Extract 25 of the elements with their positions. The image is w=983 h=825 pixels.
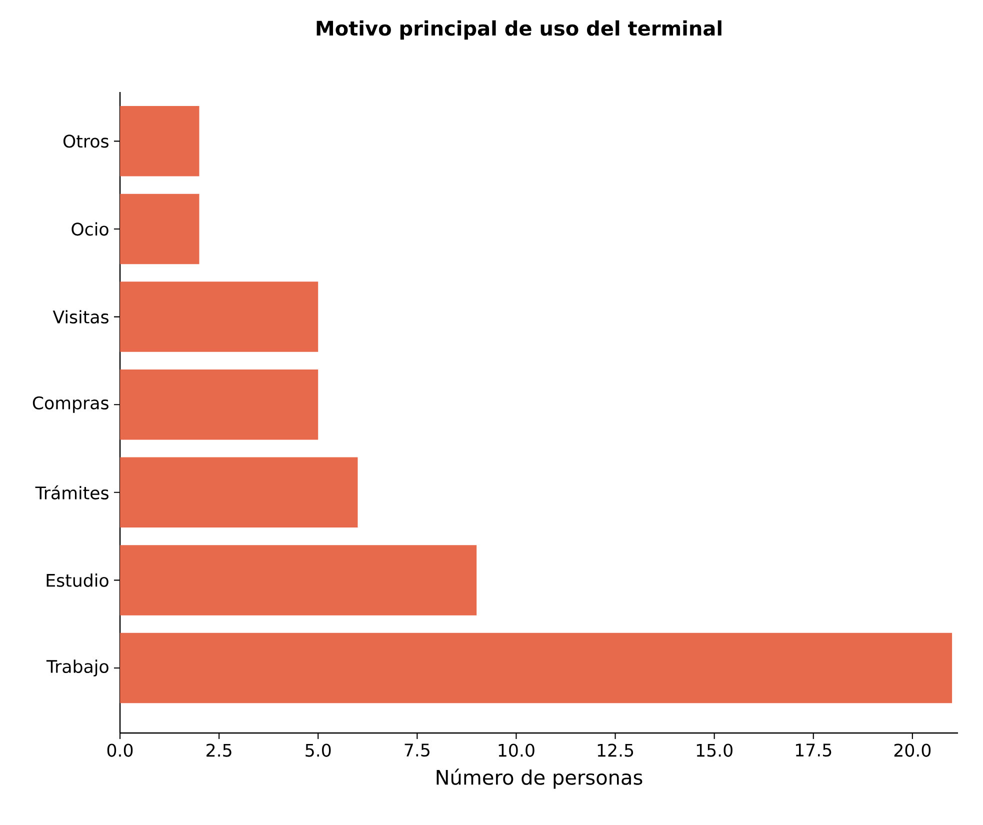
y-tick-label: Compras (32, 396, 108, 413)
x-tick-label: 12.5 (598, 744, 634, 757)
bar (120, 545, 477, 616)
bar (120, 106, 200, 176)
bar (120, 632, 952, 704)
x-tick-label: 2.5 (206, 744, 232, 757)
x-tick-label: 10.0 (498, 744, 534, 757)
y-tick-label: Trabajo (46, 660, 108, 676)
y-tick-label: Trámites (35, 485, 108, 500)
x-axis-title: Número de personas (436, 768, 642, 789)
x-tick-label: 17.5 (796, 744, 832, 757)
x-tick-label: 7.5 (404, 744, 430, 757)
y-tick-label: Otros (63, 134, 108, 148)
bar (120, 282, 318, 352)
x-tick-label: 5.0 (306, 744, 331, 757)
y-tick-label: Visitas (52, 310, 108, 324)
x-tick-label: 15.0 (696, 744, 732, 757)
y-tick-label: Ocio (72, 222, 108, 236)
chart-title: Motivo principal de uso del terminal (316, 20, 722, 40)
bar (120, 369, 318, 440)
x-tick-label: 20.0 (894, 744, 931, 757)
bar (120, 194, 200, 264)
bar (120, 457, 358, 528)
y-tick-label: Estudio (46, 574, 108, 587)
x-tick-label: 0.0 (107, 744, 133, 757)
